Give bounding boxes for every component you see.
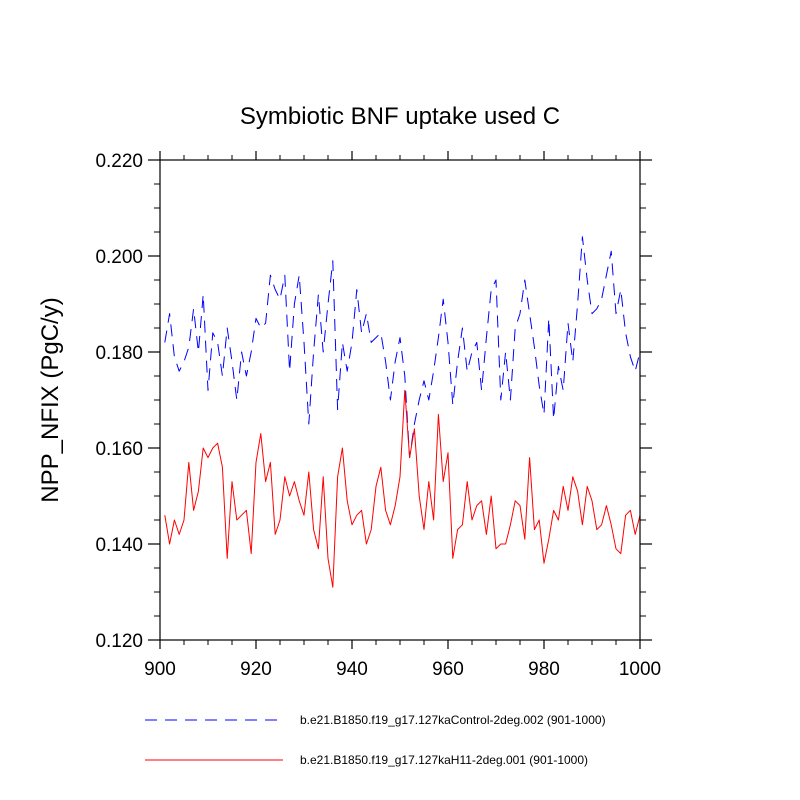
- legend-label-control: b.e21.B1850.f19_g17.127kaControl-2deg.00…: [300, 713, 606, 727]
- y-tick-label: 0.200: [95, 247, 143, 268]
- y-tick-label: 0.140: [95, 535, 143, 556]
- y-axis-label: NPP_NFIX (PgC/y): [37, 297, 64, 502]
- y-tick-label: 0.220: [95, 151, 143, 172]
- chart-title: Symbiotic BNF uptake used C: [240, 103, 560, 130]
- legend-label-h11: b.e21.B1850.f19_g17.127kaH11-2deg.001 (9…: [300, 753, 588, 767]
- series-line-control: [164, 236, 641, 459]
- y-tick-label: 0.120: [95, 631, 143, 652]
- x-tick-label: 960: [432, 659, 464, 680]
- legend: b.e21.B1850.f19_g17.127kaControl-2deg.00…: [145, 713, 606, 767]
- x-tick-label: 920: [240, 659, 272, 680]
- plot-frame: [159, 159, 641, 641]
- x-tick-label: 940: [336, 659, 368, 680]
- series-layer: [164, 236, 641, 588]
- x-tick-label: 900: [144, 659, 176, 680]
- x-tick-label: 980: [528, 659, 560, 680]
- y-tick-label: 0.180: [95, 343, 143, 364]
- y-tick-label: 0.160: [95, 439, 143, 460]
- series-line-h11: [164, 389, 641, 588]
- x-tick-label: 1000: [619, 659, 661, 680]
- axis-ticks: 900 920 940 960 980 1000 0.120 0.140 0.160 0.180 0…: [95, 151, 661, 680]
